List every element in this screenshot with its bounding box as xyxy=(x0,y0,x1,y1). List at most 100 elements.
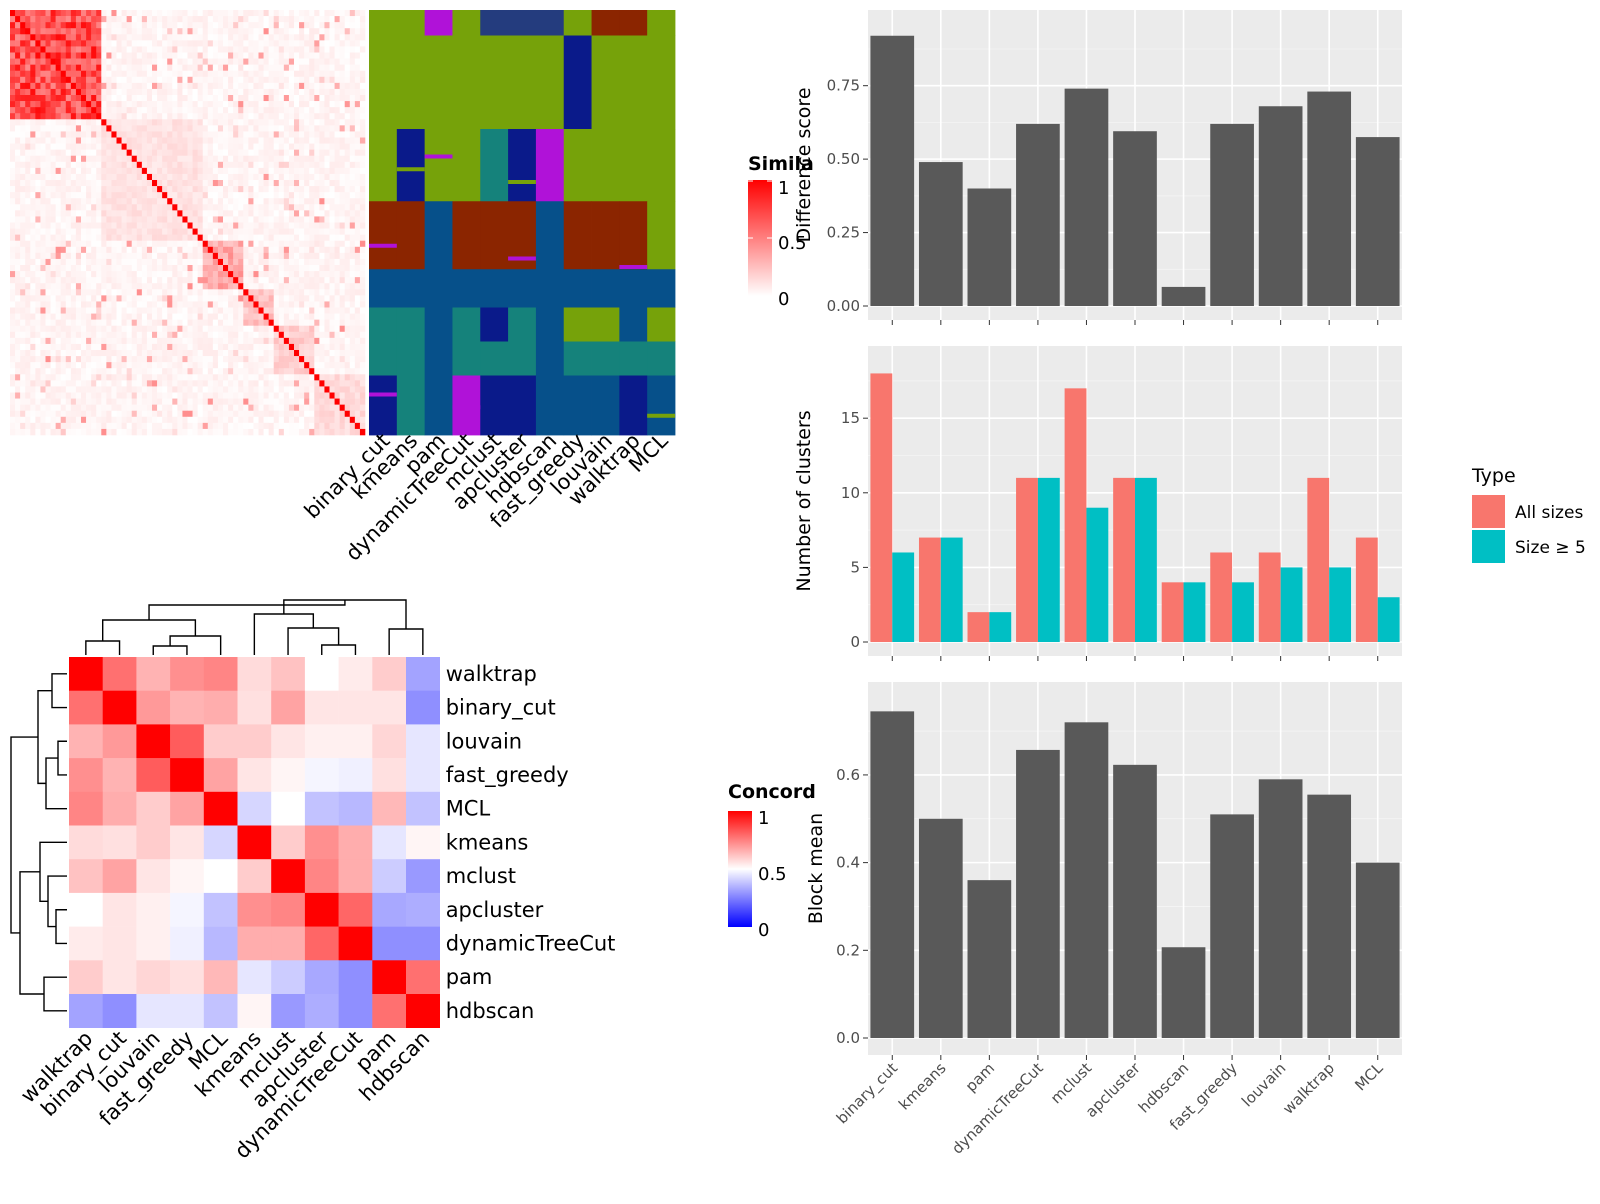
similarity-cell xyxy=(152,82,158,90)
similarity-cell xyxy=(243,70,249,78)
similarity-cell xyxy=(136,16,143,23)
similarity-cell xyxy=(65,167,72,175)
similarity-cell xyxy=(30,16,36,23)
similarity-cell xyxy=(314,198,320,205)
similarity-cell xyxy=(334,113,340,120)
similarity-cell xyxy=(319,180,325,187)
similarity-cell xyxy=(50,295,56,302)
similarity-cell xyxy=(40,192,46,199)
similarity-cell xyxy=(304,410,310,418)
similarity-cell xyxy=(233,149,239,157)
similarity-cell xyxy=(223,82,229,90)
similarity-cell xyxy=(309,155,315,163)
similarity-cell xyxy=(126,70,133,78)
similarity-cell xyxy=(146,295,153,302)
similarity-cell xyxy=(65,210,72,217)
similarity-cell xyxy=(202,313,209,320)
similarity-cell xyxy=(359,186,366,193)
similarity-cell xyxy=(10,289,16,296)
similarity-cell xyxy=(116,356,122,363)
similarity-cell xyxy=(146,155,153,163)
similarity-cell xyxy=(50,82,56,90)
similarity-cell xyxy=(253,356,259,363)
similarity-cell xyxy=(10,198,16,205)
similarity-cell xyxy=(238,228,244,235)
similarity-cell xyxy=(182,252,188,260)
similarity-cell xyxy=(167,295,173,302)
similarity-cell xyxy=(86,125,92,132)
cluster-block xyxy=(508,375,537,436)
similarity-cell xyxy=(334,319,340,327)
similarity-cell xyxy=(278,131,285,138)
similarity-cell xyxy=(136,252,143,260)
similarity-cell xyxy=(299,307,305,314)
similarity-cell xyxy=(45,76,51,84)
similarity-cell xyxy=(167,155,173,163)
similarity-cell xyxy=(25,186,31,193)
similarity-cell xyxy=(238,155,244,163)
similarity-cell xyxy=(238,374,244,381)
similarity-cell xyxy=(223,58,229,65)
similarity-cell xyxy=(187,70,193,78)
similarity-cell xyxy=(182,313,188,320)
similarity-cell xyxy=(319,295,325,302)
similarity-cell xyxy=(157,246,163,254)
similarity-cell xyxy=(91,216,97,223)
similarity-cell xyxy=(157,410,163,418)
similarity-cell xyxy=(65,192,72,199)
similarity-cell xyxy=(167,362,173,369)
similarity-cell xyxy=(299,16,305,23)
similarity-cell xyxy=(288,180,295,187)
similarity-cell xyxy=(339,416,346,424)
similarity-cell xyxy=(35,204,41,211)
similarity-cell xyxy=(309,319,315,327)
similarity-cell xyxy=(182,131,188,138)
similarity-cell xyxy=(258,107,264,114)
similarity-cell xyxy=(192,131,198,138)
similarity-cell xyxy=(253,277,259,284)
similarity-cell xyxy=(40,64,46,72)
similarity-cell xyxy=(344,222,351,229)
similarity-cell xyxy=(238,307,244,314)
similarity-cell xyxy=(15,222,21,229)
similarity-cell xyxy=(60,295,67,302)
similarity-cell xyxy=(60,70,67,78)
similarity-cell xyxy=(55,252,62,260)
similarity-cell xyxy=(81,107,87,114)
similarity-cell xyxy=(258,295,264,302)
similarity-cell xyxy=(319,16,325,23)
similarity-cell xyxy=(152,70,158,78)
similarity-cell xyxy=(126,40,133,47)
similarity-cell xyxy=(146,210,153,217)
similarity-cell xyxy=(344,155,351,163)
similarity-cell xyxy=(248,356,254,363)
similarity-cell xyxy=(157,265,163,272)
similarity-cell xyxy=(309,386,315,393)
similarity-cell xyxy=(182,76,188,84)
similarity-cell xyxy=(319,265,325,272)
similarity-cell xyxy=(233,271,239,278)
similarity-cell xyxy=(197,343,204,351)
similarity-cell xyxy=(45,313,51,320)
similarity-cell xyxy=(101,374,107,381)
similarity-cell xyxy=(141,16,148,23)
similarity-cell xyxy=(354,88,361,96)
similarity-cell xyxy=(354,337,361,345)
similarity-cell xyxy=(40,76,46,84)
similarity-cell xyxy=(60,240,67,248)
similarity-cell xyxy=(238,404,244,412)
similarity-cell xyxy=(192,10,198,17)
similarity-cell xyxy=(60,422,67,430)
similarity-cell xyxy=(207,22,214,29)
similarity-cell xyxy=(45,283,51,290)
similarity-cell xyxy=(131,392,138,399)
similarity-cell xyxy=(238,119,244,126)
similarity-cell xyxy=(91,313,97,320)
similarity-cell xyxy=(197,149,204,157)
similarity-cell xyxy=(263,46,269,53)
similarity-cell xyxy=(152,186,158,193)
similarity-cell xyxy=(86,149,92,157)
similarity-cell xyxy=(278,58,285,65)
similarity-cell xyxy=(202,283,209,290)
similarity-cell xyxy=(334,155,340,163)
